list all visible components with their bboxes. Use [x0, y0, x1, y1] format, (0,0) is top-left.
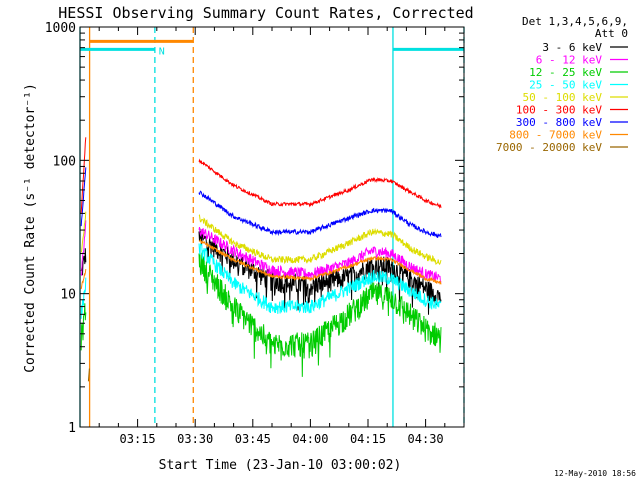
legend-label-0: 3 - 6 keV [542, 41, 602, 54]
series-line-5-seg-1 [198, 158, 442, 210]
series-line-3-seg-0 [80, 277, 87, 319]
y-tick-label-1: 10 [60, 288, 76, 303]
chart-title: HESSI Observing Summary Count Rates, Cor… [58, 4, 473, 22]
x-tick-label-2: 03:45 [235, 432, 271, 446]
series-line-4-seg-1 [198, 214, 442, 266]
x-tick-label-1: 03:30 [177, 432, 213, 446]
legend-header-line-0: Det 1,3,4,5,6,9, [522, 15, 628, 28]
y-tick-label-3: 1000 [45, 21, 76, 36]
footer-timestamp: 12-May-2010 18:56 [554, 469, 636, 478]
y-axis-label: Corrected Count Rate (s⁻¹ detector⁻¹) [23, 83, 38, 373]
series-line-6-seg-1 [198, 190, 442, 238]
legend-label-8: 7000 - 20000 keV [496, 141, 602, 154]
legend-label-7: 800 - 7000 keV [509, 129, 602, 142]
x-axis-label: Start Time (23-Jan-10 03:00:02) [159, 458, 402, 473]
legend-label-3: 25 - 50 keV [529, 79, 602, 92]
series-layer [80, 137, 442, 382]
series-line-7-seg-0 [80, 269, 87, 290]
x-tick-label-5: 04:30 [408, 432, 444, 446]
legend-label-2: 12 - 25 keV [529, 66, 602, 79]
axes-layer: 03:15 03:30 03:45 04:00 04:15 04:30 1 10 100 1000 [45, 21, 465, 446]
x-tick-label-3: 04:00 [292, 432, 328, 446]
x-tick-label-4: 04:15 [350, 432, 386, 446]
legend-label-6: 300 - 800 keV [516, 116, 602, 129]
legend-label-1: 6 - 12 keV [536, 54, 603, 67]
series-line-6-seg-0 [80, 167, 87, 227]
series-line-4-seg-0 [80, 211, 87, 253]
series-line-1-seg-0 [80, 220, 87, 276]
legend-header-line-1: Att 0 [595, 27, 628, 40]
series-line-7-seg-1 [198, 238, 442, 285]
x-tick-label-0: 03:15 [120, 432, 156, 446]
y-tick-label-2: 100 [53, 154, 76, 169]
legend-label-5: 100 - 300 keV [516, 104, 602, 117]
legend-label-4: 50 - 100 keV [523, 91, 603, 104]
y-tick-label-0: 1 [68, 421, 76, 436]
series-line-2-seg-1 [198, 252, 442, 377]
overlay-marker-text: N [159, 46, 165, 57]
series-line-8-seg-0 [87, 368, 90, 382]
series-line-3-seg-1 [198, 243, 442, 314]
